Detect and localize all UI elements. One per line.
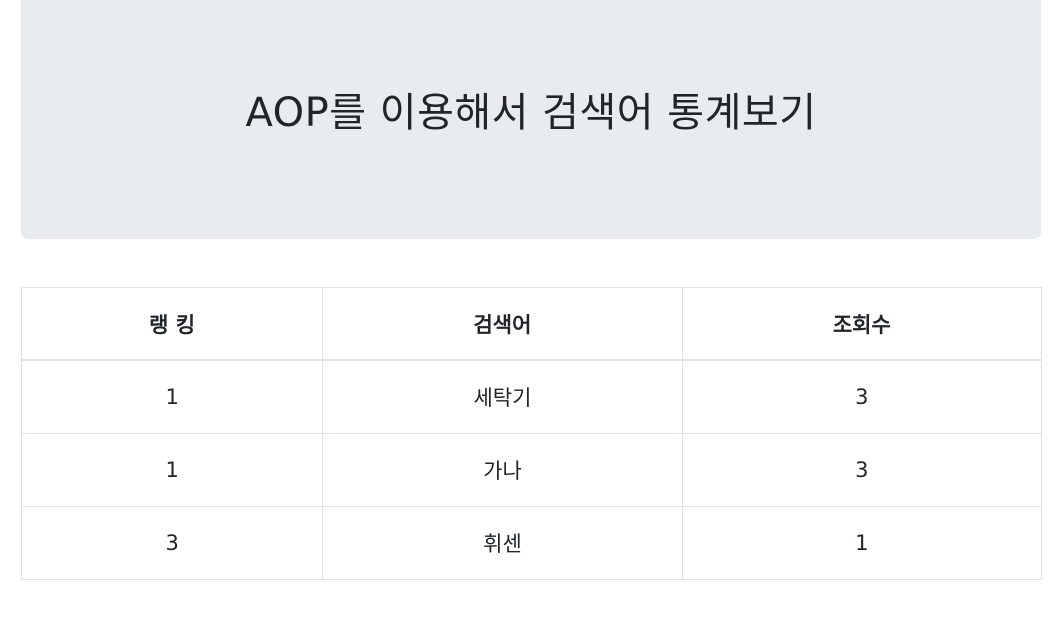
keyword-cell: 가나 (322, 433, 683, 507)
table-row: 3 휘센 1 (20, 506, 1043, 580)
search-stats-table: 랭 킹 검색어 조회수 1 세탁기 3 1 가나 3 3 휘센 1 (20, 287, 1043, 580)
keyword-cell: 세탁기 (322, 359, 683, 434)
views-cell: 3 (681, 359, 1043, 434)
keyword-cell: 휘센 (322, 506, 683, 580)
rank-cell: 1 (20, 359, 324, 434)
column-header-views: 조회수 (681, 287, 1043, 361)
table-body: 1 세탁기 3 1 가나 3 3 휘센 1 (20, 359, 1043, 580)
views-cell: 3 (681, 433, 1043, 507)
rank-cell: 3 (20, 506, 324, 580)
column-header-keyword: 검색어 (322, 287, 683, 361)
table-header-row: 랭 킹 검색어 조회수 (20, 287, 1043, 361)
rank-cell: 1 (20, 433, 324, 507)
table-head: 랭 킹 검색어 조회수 (20, 287, 1043, 361)
page-title: AOP를 이용해서 검색어 통계보기 (245, 89, 817, 136)
table-row: 1 세탁기 3 (20, 359, 1043, 434)
table-row: 1 가나 3 (20, 433, 1043, 507)
jumbotron-header: AOP를 이용해서 검색어 통계보기 (21, 0, 1041, 239)
views-cell: 1 (681, 506, 1043, 580)
column-header-rank: 랭 킹 (20, 287, 324, 361)
